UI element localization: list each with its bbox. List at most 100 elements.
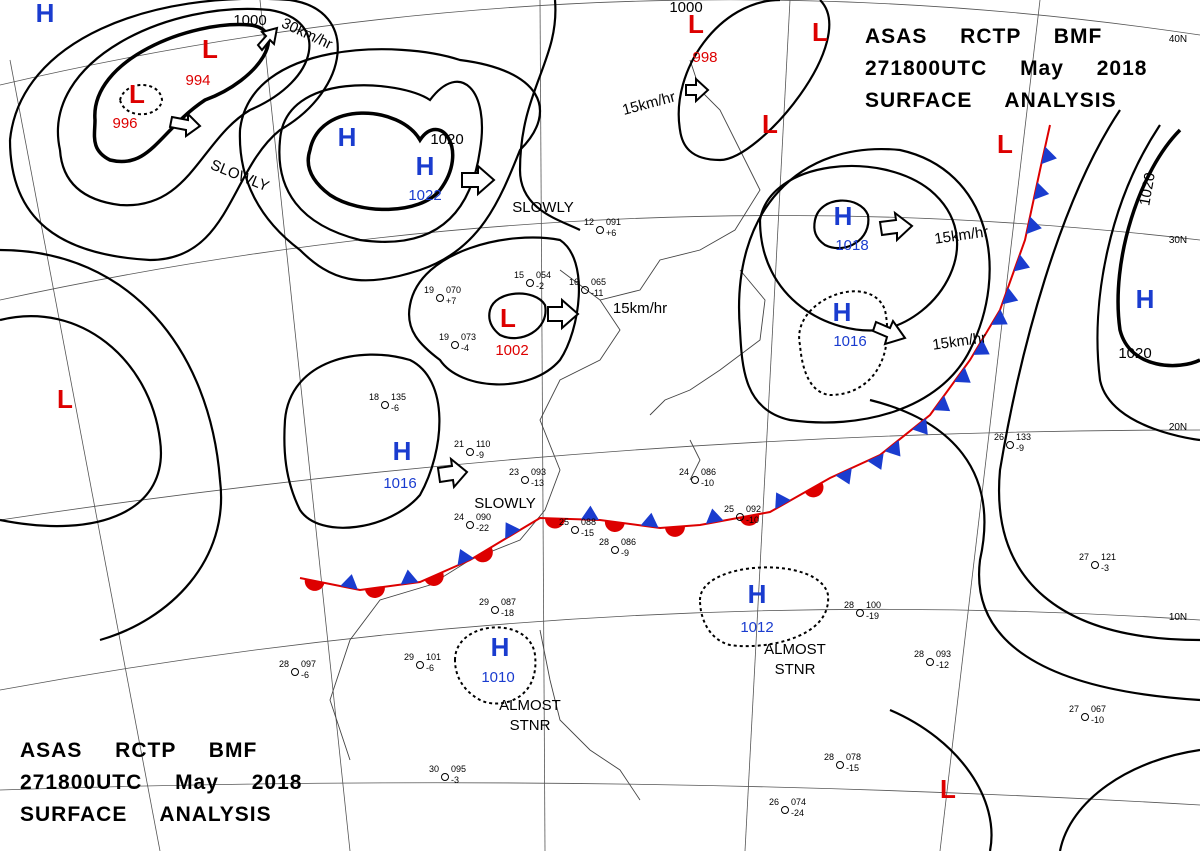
station-temperature: 28 — [279, 659, 289, 669]
station-temperature: 19 — [439, 332, 449, 342]
dotted-isobar — [698, 566, 830, 648]
station-temperature: 16 — [569, 277, 579, 287]
motion-arrow — [685, 76, 710, 104]
station-circle — [526, 279, 534, 287]
isobar — [407, 236, 580, 386]
isobar — [1096, 124, 1200, 442]
station-circle — [781, 806, 789, 814]
front-triangle — [1033, 182, 1050, 200]
station-tendency: -9 — [1016, 443, 1024, 453]
front-triangle — [954, 367, 971, 383]
station-pressure: 110 — [476, 439, 490, 449]
isobar — [306, 111, 455, 212]
pressure-center-symbol: H — [833, 297, 852, 327]
station-temperature: 25 — [559, 517, 569, 527]
station-tendency: -18 — [501, 608, 514, 618]
station-circle — [441, 773, 449, 781]
central-pressure: 1010 — [481, 669, 514, 686]
station-circle — [926, 658, 934, 666]
coastline — [689, 439, 701, 481]
front-triangle — [867, 453, 884, 470]
station-temperature: 23 — [509, 467, 519, 477]
station-tendency: -6 — [301, 670, 309, 680]
isobar — [92, 22, 271, 164]
longitude-line — [259, 0, 351, 851]
isobar — [758, 164, 959, 332]
isobar — [813, 199, 870, 250]
station-tendency: -4 — [461, 343, 469, 353]
station-pressure: 091 — [606, 217, 621, 227]
station-pressure: 101 — [426, 652, 441, 662]
station-circle — [381, 401, 389, 409]
station-temperature: 12 — [584, 217, 594, 227]
latitude-label: 10N — [1169, 612, 1187, 623]
front-semicircle — [604, 520, 625, 532]
station-circle — [1091, 561, 1099, 569]
station-temperature: 24 — [679, 467, 689, 477]
pressure-center-symbol: L — [940, 774, 956, 804]
footer-line: 271800UTC May 2018 — [20, 771, 302, 794]
front-triangle — [400, 569, 419, 585]
station-tendency: -12 — [936, 660, 949, 670]
motion-label: ALMOST STNR — [764, 641, 826, 678]
isobar — [518, 0, 581, 231]
motion-arrows — [168, 26, 914, 490]
coastline — [539, 629, 641, 801]
station-circle — [1081, 713, 1089, 721]
motion-arrow — [871, 318, 907, 346]
station-pressure: 121 — [1101, 552, 1116, 562]
isobar — [283, 353, 441, 529]
station-tendency: -9 — [621, 548, 629, 558]
front-triangle — [884, 440, 901, 457]
pressure-center-symbol: L — [997, 129, 1013, 159]
pressure-center-symbol: H — [338, 122, 357, 152]
latitude-line — [0, 429, 1200, 521]
latitude-line — [0, 0, 1200, 86]
station-pressure: 100 — [866, 600, 881, 610]
station-tendency: -6 — [426, 663, 434, 673]
station-temperature: 15 — [514, 270, 524, 280]
pressure-center-symbol: H — [36, 0, 55, 28]
station-circle — [521, 476, 529, 484]
station-tendency: +6 — [606, 228, 616, 238]
pressure-center-symbol: H — [748, 579, 767, 609]
front-triangle — [1041, 146, 1057, 165]
station-circle — [416, 661, 424, 669]
isobar — [0, 248, 223, 642]
station-tendency: -19 — [866, 611, 879, 621]
station-tendency: -6 — [391, 403, 399, 413]
station-temperature: 19 — [424, 285, 434, 295]
front-triangle — [1013, 254, 1031, 272]
coastline — [649, 269, 766, 416]
front-triangle — [835, 467, 852, 485]
station-pressure: 078 — [846, 752, 861, 762]
station-pressure: 097 — [301, 659, 316, 669]
map-labels: 40N 30N 20N 10N H L 994 L 996 H H 1022 L 998 L L L H 1018 H… — [36, 0, 1188, 818]
station-tendency: -9 — [476, 450, 484, 460]
isobar-label: 1000 — [669, 0, 702, 16]
isobar — [737, 147, 991, 424]
station-temperature: 26 — [994, 432, 1004, 442]
station-tendency: -15 — [846, 763, 859, 773]
station-pressure: 090 — [476, 512, 491, 522]
motion-arrow — [461, 163, 496, 197]
front-triangle — [933, 395, 951, 412]
coastline — [329, 299, 621, 761]
stationary-and-cold-front — [299, 124, 1057, 598]
station-temperature: 21 — [454, 439, 464, 449]
isobar — [488, 292, 547, 340]
front-triangle — [912, 418, 928, 435]
station-tendency: -3 — [451, 775, 459, 785]
central-pressure: 1022 — [408, 187, 441, 204]
front-semicircle — [664, 526, 685, 537]
coastline — [559, 59, 761, 301]
station-circle — [466, 521, 474, 529]
station-temperature: 29 — [479, 597, 489, 607]
footer-line: SURFACE ANALYSIS — [20, 803, 272, 826]
pressure-center-symbol: H — [834, 201, 853, 231]
station-tendency: -10 — [746, 515, 759, 525]
central-pressure: 1018 — [835, 237, 868, 254]
front-triangle — [705, 508, 724, 524]
